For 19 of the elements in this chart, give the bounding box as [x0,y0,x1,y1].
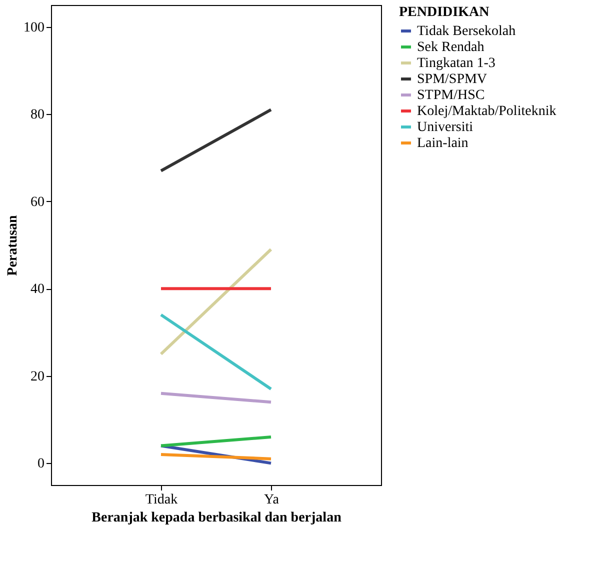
legend-title: PENDIDIKAN [399,5,490,20]
x-tick-label: Tidak [145,492,178,508]
y-axis-title: Peratusan [6,214,20,276]
legend-label: SPM/SPMV [417,72,488,87]
y-tick-label: 40 [30,282,44,298]
legend-label: Kolej/Maktab/Politeknik [417,104,556,119]
legend-label: Sek Rendah [417,40,484,55]
legend-label: STPM/HSC [417,88,485,103]
y-tick-label: 100 [24,20,44,36]
y-tick-label: 60 [30,194,44,210]
legend-label: Universiti [417,120,474,135]
legend-label: Tingkatan 1-3 [417,56,496,71]
y-tick-label: 20 [30,369,44,384]
x-axis-title: Beranjak kepada berbasikal dan berjalan [92,510,342,526]
y-tick-label: 0 [38,456,44,472]
x-tick-label: Ya [264,492,280,508]
legend-label: Lain-lain [417,136,468,151]
y-tick-label: 80 [30,108,44,123]
legend-label: Tidak Bersekolah [417,24,516,39]
